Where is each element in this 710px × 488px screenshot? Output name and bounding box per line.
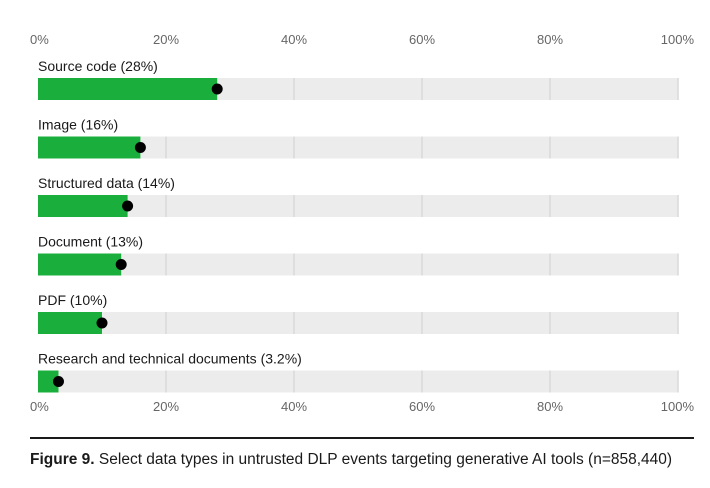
category-label: Structured data (14%) — [38, 175, 175, 191]
bar-track — [38, 195, 678, 217]
bar — [38, 136, 141, 159]
bar-track — [38, 370, 678, 393]
value-marker — [134, 142, 146, 153]
chart: 0% 0% 20% 20% 40% 40% 60% 60% 80% 80% 100% 100% Sour… — [30, 32, 695, 414]
x-tick-label-top: 20% — [153, 32, 179, 47]
category-label: Image (16%) — [38, 117, 118, 133]
x-tick-label-top: 60% — [409, 32, 435, 47]
value-marker — [96, 317, 108, 329]
bar — [38, 78, 218, 100]
x-tick-label-top: 100% — [661, 32, 695, 47]
x-tick-label-bottom: 0% — [30, 399, 49, 414]
bar — [38, 253, 122, 276]
bar — [38, 370, 59, 393]
bar — [38, 312, 102, 334]
category-label: PDF (10%) — [38, 292, 107, 308]
value-marker — [115, 259, 127, 270]
x-tick-label-bottom: 40% — [281, 399, 307, 414]
x-tick-label-bottom: 100% — [661, 399, 695, 414]
bar-track — [38, 312, 678, 334]
figure-label: Figure 9. — [30, 451, 95, 468]
x-tick-label-top: 0% — [30, 32, 49, 47]
x-tick-label-top: 80% — [537, 32, 563, 47]
category-label: Document (13%) — [38, 234, 143, 250]
category-label: Research and technical documents (3.2%) — [38, 351, 302, 367]
figure-caption: Figure 9. Select data types in untrusted… — [30, 437, 694, 468]
bar-chart: 0% 0% 20% 20% 40% 40% 60% 60% 80% 80% 100% 100% Sour… — [30, 32, 695, 414]
category-label: Source code (28%) — [38, 58, 158, 74]
value-marker — [52, 376, 64, 387]
figure-caption-text: Select data types in untrusted DLP event… — [98, 451, 673, 468]
x-tick-label-bottom: 20% — [153, 399, 179, 414]
x-tick-label-bottom: 60% — [409, 399, 435, 414]
value-marker — [211, 83, 223, 95]
x-tick-label-top: 40% — [281, 32, 307, 47]
bar — [38, 195, 128, 217]
bar-track — [38, 253, 678, 276]
bar-track — [38, 136, 678, 159]
value-marker — [122, 200, 134, 212]
x-tick-label-bottom: 80% — [537, 399, 563, 414]
